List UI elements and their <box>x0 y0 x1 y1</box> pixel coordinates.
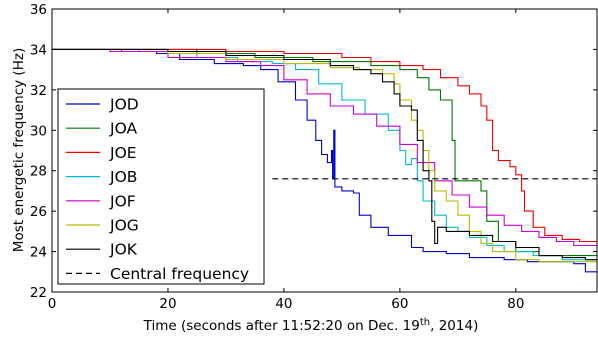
x-tick-label: 20 <box>159 296 176 312</box>
y-tick-label: 36 <box>30 2 47 18</box>
x-tick-label: 0 <box>48 296 57 312</box>
legend-label: JOF <box>109 192 136 210</box>
y-tick-label: 28 <box>30 164 47 180</box>
y-axis-title: Most energetic frequency (Hz) <box>11 48 27 252</box>
series-layer <box>52 48 598 273</box>
legend-label: JOG <box>109 217 139 235</box>
series-line-jok <box>52 48 597 261</box>
series-line-job <box>52 48 597 261</box>
x-ticks: 0 20 40 60 80 <box>48 9 524 312</box>
x-tick-label: 60 <box>391 296 408 312</box>
plot-frame <box>51 8 598 293</box>
y-tick-label: 30 <box>30 123 47 139</box>
y-tick-label: 32 <box>30 83 47 99</box>
legend-box <box>57 88 265 285</box>
x-axis-title-main: Time (seconds after 11:52:20 on Dec. 19 <box>143 318 420 334</box>
legend-label: Central frequency <box>110 265 249 283</box>
y-tick-label: 34 <box>30 42 47 58</box>
legend-label: JOB <box>109 168 137 186</box>
y-tick-label: 22 <box>30 285 47 301</box>
x-axis-title: Time (seconds after 11:52:20 on Dec. 19t… <box>143 317 479 334</box>
x-axis-title-end: , 2014) <box>430 318 478 334</box>
legend-label: JOA <box>109 120 137 138</box>
x-tick-label: 80 <box>507 296 524 312</box>
legend: JOD JOA JOE JOB JOF JOG JOK Central frequency <box>57 88 265 285</box>
y-tick-label: 26 <box>30 204 47 220</box>
y-tick-label: 24 <box>30 245 47 261</box>
legend-label: JOK <box>109 241 138 259</box>
legend-label: JOD <box>109 96 139 114</box>
series-line-jof <box>52 48 598 248</box>
x-tick-label: 40 <box>275 296 292 312</box>
series-line-joe <box>52 48 597 243</box>
legend-label: JOE <box>109 144 137 162</box>
y-ticks: 22 24 26 28 30 32 34 36 <box>30 2 597 301</box>
series-line-jod <box>52 48 597 273</box>
x-axis-title-sup: th <box>420 317 430 328</box>
